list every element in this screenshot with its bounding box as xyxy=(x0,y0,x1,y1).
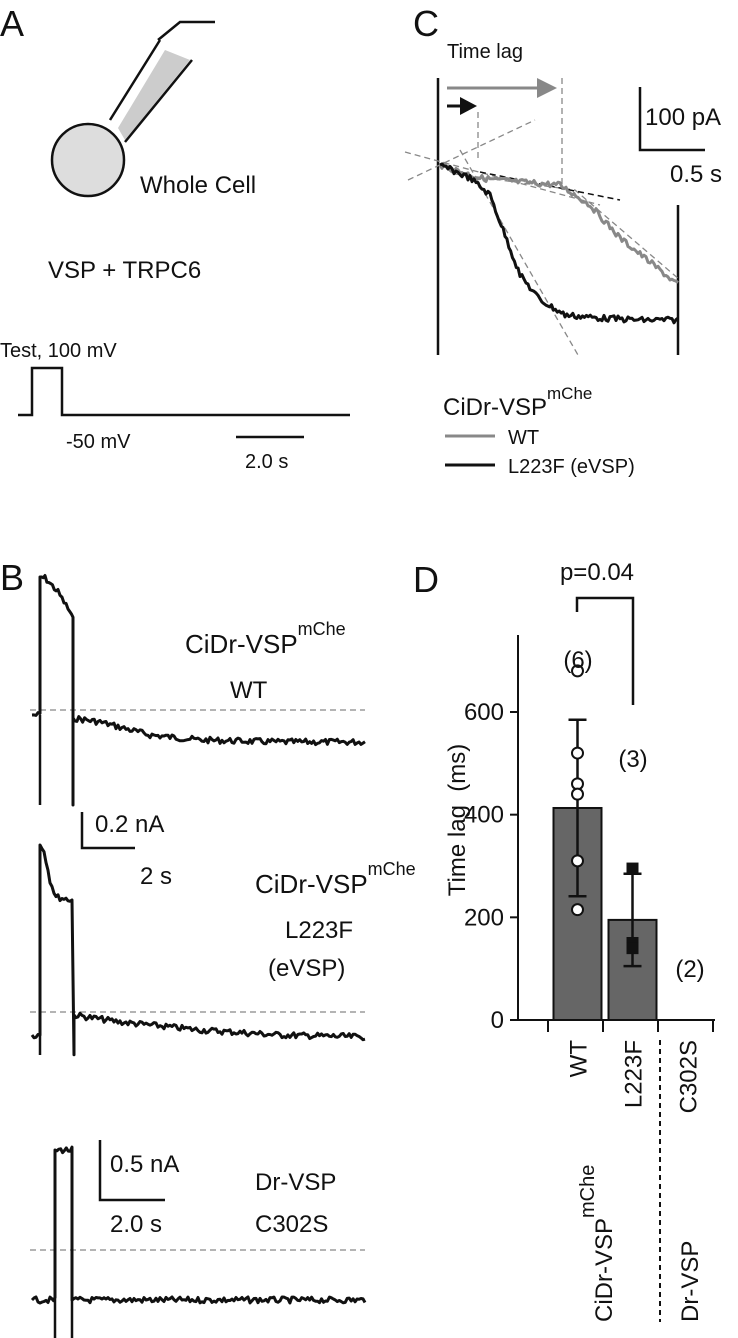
data-point xyxy=(571,664,584,678)
scale-label: 0.5 nA xyxy=(110,1151,179,1178)
data-point xyxy=(571,854,584,868)
trace-label: CiDr-VSPmChe xyxy=(185,619,346,659)
trace xyxy=(438,161,679,284)
group-label: CiDr-VSP xyxy=(591,1218,618,1322)
panel-letter: B xyxy=(0,557,24,598)
construct: CiDr-VSP xyxy=(185,629,298,659)
y-tick-label: 600 xyxy=(464,699,504,726)
trace xyxy=(439,162,679,325)
trace-label: CiDr-VSPmChe xyxy=(255,859,416,899)
scale-label: 2.0 s xyxy=(245,451,288,473)
legend-entry: L223F (eVSP) xyxy=(508,456,635,478)
group-label: Dr-VSP xyxy=(677,1241,704,1322)
n-label: (3) xyxy=(618,746,647,773)
scale-label: 0.2 nA xyxy=(95,811,164,838)
scale-bar xyxy=(98,1140,165,1202)
trace xyxy=(30,1145,367,1305)
n-label: (6) xyxy=(563,647,592,674)
cell xyxy=(50,122,126,198)
test-label: Test, 100 mV xyxy=(0,340,117,362)
data-point xyxy=(571,787,584,801)
note: (eVSP) xyxy=(268,955,345,982)
superscript: mChe xyxy=(547,384,592,403)
significance-bracket xyxy=(575,596,635,705)
panel-letter: A xyxy=(0,3,24,44)
legend-title: CiDr-VSPmChe xyxy=(443,384,592,421)
capacitive-artifact xyxy=(38,715,74,1338)
scale-bar xyxy=(80,812,135,850)
variant: C302S xyxy=(255,1211,328,1238)
trace xyxy=(31,574,366,807)
annotation: p=0.04 xyxy=(560,559,634,586)
group-label: CiDr-VSPmChe xyxy=(577,1165,618,1322)
n-label: (2) xyxy=(675,956,704,983)
panel-letter: D xyxy=(413,559,439,600)
y-axis-label: Time lag (ms) xyxy=(444,744,471,896)
cell-label: Whole Cell xyxy=(140,172,256,199)
superscript: mChe xyxy=(298,619,346,639)
scale-label: 2 s xyxy=(140,863,172,890)
panel-letter: C xyxy=(413,3,439,44)
y-tick-label: 0 xyxy=(491,1007,504,1034)
legend-entry: WT xyxy=(508,427,539,449)
pipette-outline xyxy=(108,20,215,143)
pulse-edge xyxy=(436,78,680,355)
construct: CiDr-VSP xyxy=(255,869,368,899)
x-tick-label: WT xyxy=(566,1040,593,1078)
pipette xyxy=(118,50,190,140)
trace xyxy=(30,843,366,1057)
x-tick-label: L223F xyxy=(621,1040,648,1108)
x-tick-label: C302S xyxy=(676,1040,703,1113)
y-tick-label: 400 xyxy=(464,802,504,829)
scale-label: 2.0 s xyxy=(110,1211,162,1238)
legend-title: CiDr-VSP xyxy=(443,394,547,421)
data-point xyxy=(571,903,584,917)
data-point xyxy=(626,942,639,955)
construct: Dr-VSP xyxy=(255,1169,336,1196)
superscript: mChe xyxy=(368,859,416,879)
lag-marker xyxy=(477,78,563,190)
scale-label: 100 pA xyxy=(645,104,721,131)
scale-label: 0.5 s xyxy=(670,161,722,188)
data-point xyxy=(626,862,639,875)
variant: L223F xyxy=(285,917,353,944)
scale-bar xyxy=(638,87,705,152)
variant: WT xyxy=(230,677,268,704)
lag-label: Time lag xyxy=(447,41,523,63)
hold-label: -50 mV xyxy=(66,431,131,453)
data-point xyxy=(571,746,584,760)
superscript: mChe xyxy=(577,1165,599,1218)
protocol xyxy=(18,366,350,417)
y-tick-label: 200 xyxy=(464,904,504,931)
arrowhead xyxy=(537,78,557,98)
condition-label: VSP + TRPC6 xyxy=(48,257,201,284)
arrowhead xyxy=(460,97,477,115)
